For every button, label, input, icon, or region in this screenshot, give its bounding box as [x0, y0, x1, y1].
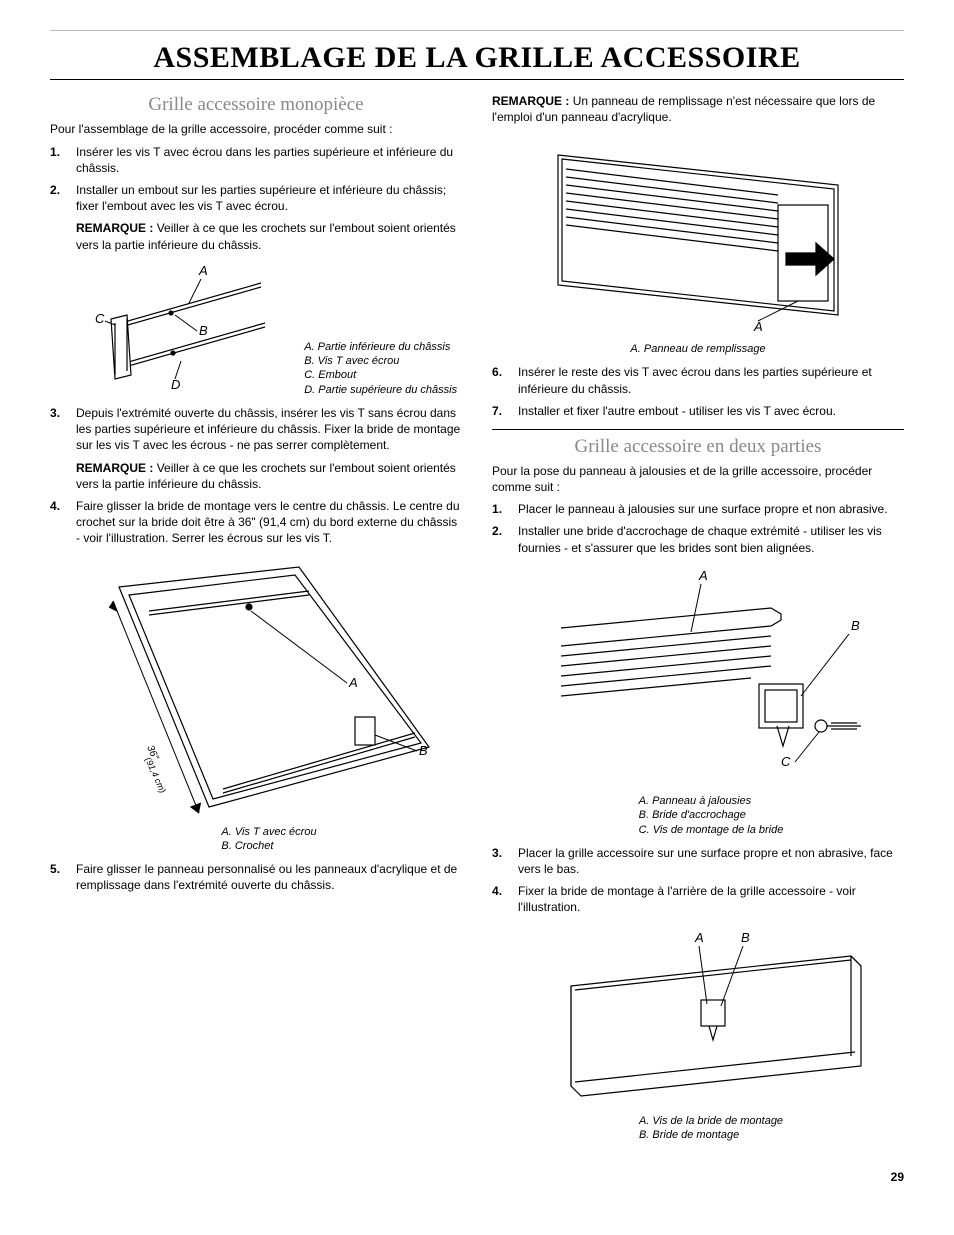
step-5: Faire glisser le panneau personnalisé ou…	[50, 861, 462, 893]
fig4-label-A: A	[698, 568, 708, 583]
intro-left: Pour l'assemblage de la grille accessoir…	[50, 122, 462, 138]
fig1-cap-d: D. Partie supérieure du châssis	[304, 383, 457, 397]
fig1-label-D: D	[171, 377, 180, 392]
page-number: 29	[50, 1170, 904, 1184]
step-4-text: Faire glisser la bride de montage vers l…	[76, 499, 460, 545]
figure-3: A A. Panneau de remplissage	[492, 135, 904, 356]
step-7: Installer et fixer l'autre embout - util…	[492, 403, 904, 419]
section-separator	[492, 429, 904, 430]
figure-4-caption: A. Panneau à jalousies B. Bride d'accroc…	[639, 794, 784, 837]
fig4-cap-a: A. Panneau à jalousies	[639, 794, 784, 808]
fig5-cap-b: B. Bride de montage	[639, 1128, 783, 1142]
r-step-1: Placer le panneau à jalousies sur une su…	[492, 501, 904, 517]
fig1-cap-c: C. Embout	[304, 368, 457, 382]
step-5-text: Faire glisser le panneau personnalisé ou…	[76, 862, 457, 892]
intro-right: Pour la pose du panneau à jalousies et d…	[492, 464, 904, 495]
figure-1: A C B D A. Partie inférieure du châssis …	[76, 263, 462, 397]
fig4-cap-c: C. Vis de montage de la bride	[639, 823, 784, 837]
figure-4-svg: A B C	[551, 566, 871, 786]
right-note-label: REMARQUE :	[492, 94, 569, 108]
figure-5-svg: A B	[551, 926, 871, 1106]
fig2-dim2: (91,4 cm)	[143, 755, 168, 794]
step-1-text: Insérer les vis T avec écrou dans les pa…	[76, 145, 453, 175]
figure-4: A B C A. Panneau à jalousies B. Bride d'…	[518, 566, 904, 837]
r-step-3-text: Placer la grille accessoire sur une surf…	[518, 846, 893, 876]
r-step-2: Installer une bride d'accrochage de chaq…	[492, 523, 904, 836]
figure-5: A B A. Vis de la bride de montage B. Bri…	[518, 926, 904, 1143]
fig5-cap-a: A. Vis de la bride de montage	[639, 1114, 783, 1128]
fig2-cap-a: A. Vis T avec écrou	[221, 825, 316, 839]
section-heading-monopiece: Grille accessoire monopièce	[50, 94, 462, 116]
fig5-label-B: B	[741, 930, 750, 945]
figure-2-caption: A. Vis T avec écrou B. Crochet	[221, 825, 316, 854]
fig2-label-A: A	[348, 675, 358, 690]
fig1-label-C: C	[95, 311, 105, 326]
r-step-1-text: Placer le panneau à jalousies sur une su…	[518, 502, 888, 516]
note-label-3: REMARQUE :	[76, 461, 153, 475]
title-rule	[50, 79, 904, 80]
r-step-3: Placer la grille accessoire sur une surf…	[492, 845, 904, 877]
step-1: Insérer les vis T avec écrou dans les pa…	[50, 144, 462, 176]
fig4-cap-b: B. Bride d'accrochage	[639, 808, 784, 822]
fig2-cap-b: B. Crochet	[221, 839, 316, 853]
step-2-note: REMARQUE : Veiller à ce que les crochets…	[76, 220, 462, 252]
r-step-4-text: Fixer la bride de montage à l'arrière de…	[518, 884, 856, 914]
steps-left: Insérer les vis T avec écrou dans les pa…	[50, 144, 462, 894]
figure-2-svg: A B 36" (91,4 cm)	[99, 557, 439, 817]
step-2-text: Installer un embout sur les parties supé…	[76, 183, 446, 213]
steps-right-cont: Insérer le reste des vis T avec écrou da…	[492, 364, 904, 419]
r-step-4: Fixer la bride de montage à l'arrière de…	[492, 883, 904, 1142]
fig4-label-C: C	[781, 754, 791, 769]
content-columns: Grille accessoire monopièce Pour l'assem…	[50, 90, 904, 1150]
left-column: Grille accessoire monopièce Pour l'assem…	[50, 90, 462, 1150]
step-3-note: REMARQUE : Veiller à ce que les crochets…	[76, 460, 462, 492]
note-label: REMARQUE :	[76, 221, 153, 235]
figure-5-caption: A. Vis de la bride de montage B. Bride d…	[639, 1114, 783, 1143]
step-7-text: Installer et fixer l'autre embout - util…	[518, 404, 836, 418]
top-rule	[50, 30, 904, 31]
fig1-cap-b: B. Vis T avec écrou	[304, 354, 457, 368]
steps-right: Placer le panneau à jalousies sur une su…	[492, 501, 904, 1142]
fig5-label-A: A	[694, 930, 704, 945]
right-column: REMARQUE : Un panneau de remplissage n'e…	[492, 90, 904, 1150]
step-6-text: Insérer le reste des vis T avec écrou da…	[518, 365, 872, 395]
r-step-2-text: Installer une bride d'accrochage de chaq…	[518, 524, 882, 554]
fig1-label-B: B	[199, 323, 208, 338]
fig2-label-B: B	[419, 743, 428, 758]
fig3-label-A: A	[753, 319, 763, 334]
figure-3-svg: A	[538, 135, 858, 335]
step-2: Installer un embout sur les parties supé…	[50, 182, 462, 397]
step-6: Insérer le reste des vis T avec écrou da…	[492, 364, 904, 396]
right-top-note: REMARQUE : Un panneau de remplissage n'e…	[492, 94, 904, 125]
step-4: Faire glisser la bride de montage vers l…	[50, 498, 462, 853]
step-3-text: Depuis l'extrémité ouverte du châssis, i…	[76, 406, 460, 452]
fig1-label-A: A	[198, 263, 208, 278]
step-3: Depuis l'extrémité ouverte du châssis, i…	[50, 405, 462, 492]
figure-1-svg: A C B D	[81, 263, 301, 393]
section-heading-twopart: Grille accessoire en deux parties	[492, 436, 904, 458]
fig1-cap-a: A. Partie inférieure du châssis	[304, 340, 457, 354]
figure-1-caption: A. Partie inférieure du châssis B. Vis T…	[304, 340, 457, 397]
fig4-label-B: B	[851, 618, 860, 633]
figure-3-caption: A. Panneau de remplissage	[492, 342, 904, 356]
page-title: ASSEMBLAGE DE LA GRILLE ACCESSOIRE	[50, 41, 904, 75]
figure-2: A B 36" (91,4 cm) A. Vis T avec écrou B.…	[76, 557, 462, 854]
